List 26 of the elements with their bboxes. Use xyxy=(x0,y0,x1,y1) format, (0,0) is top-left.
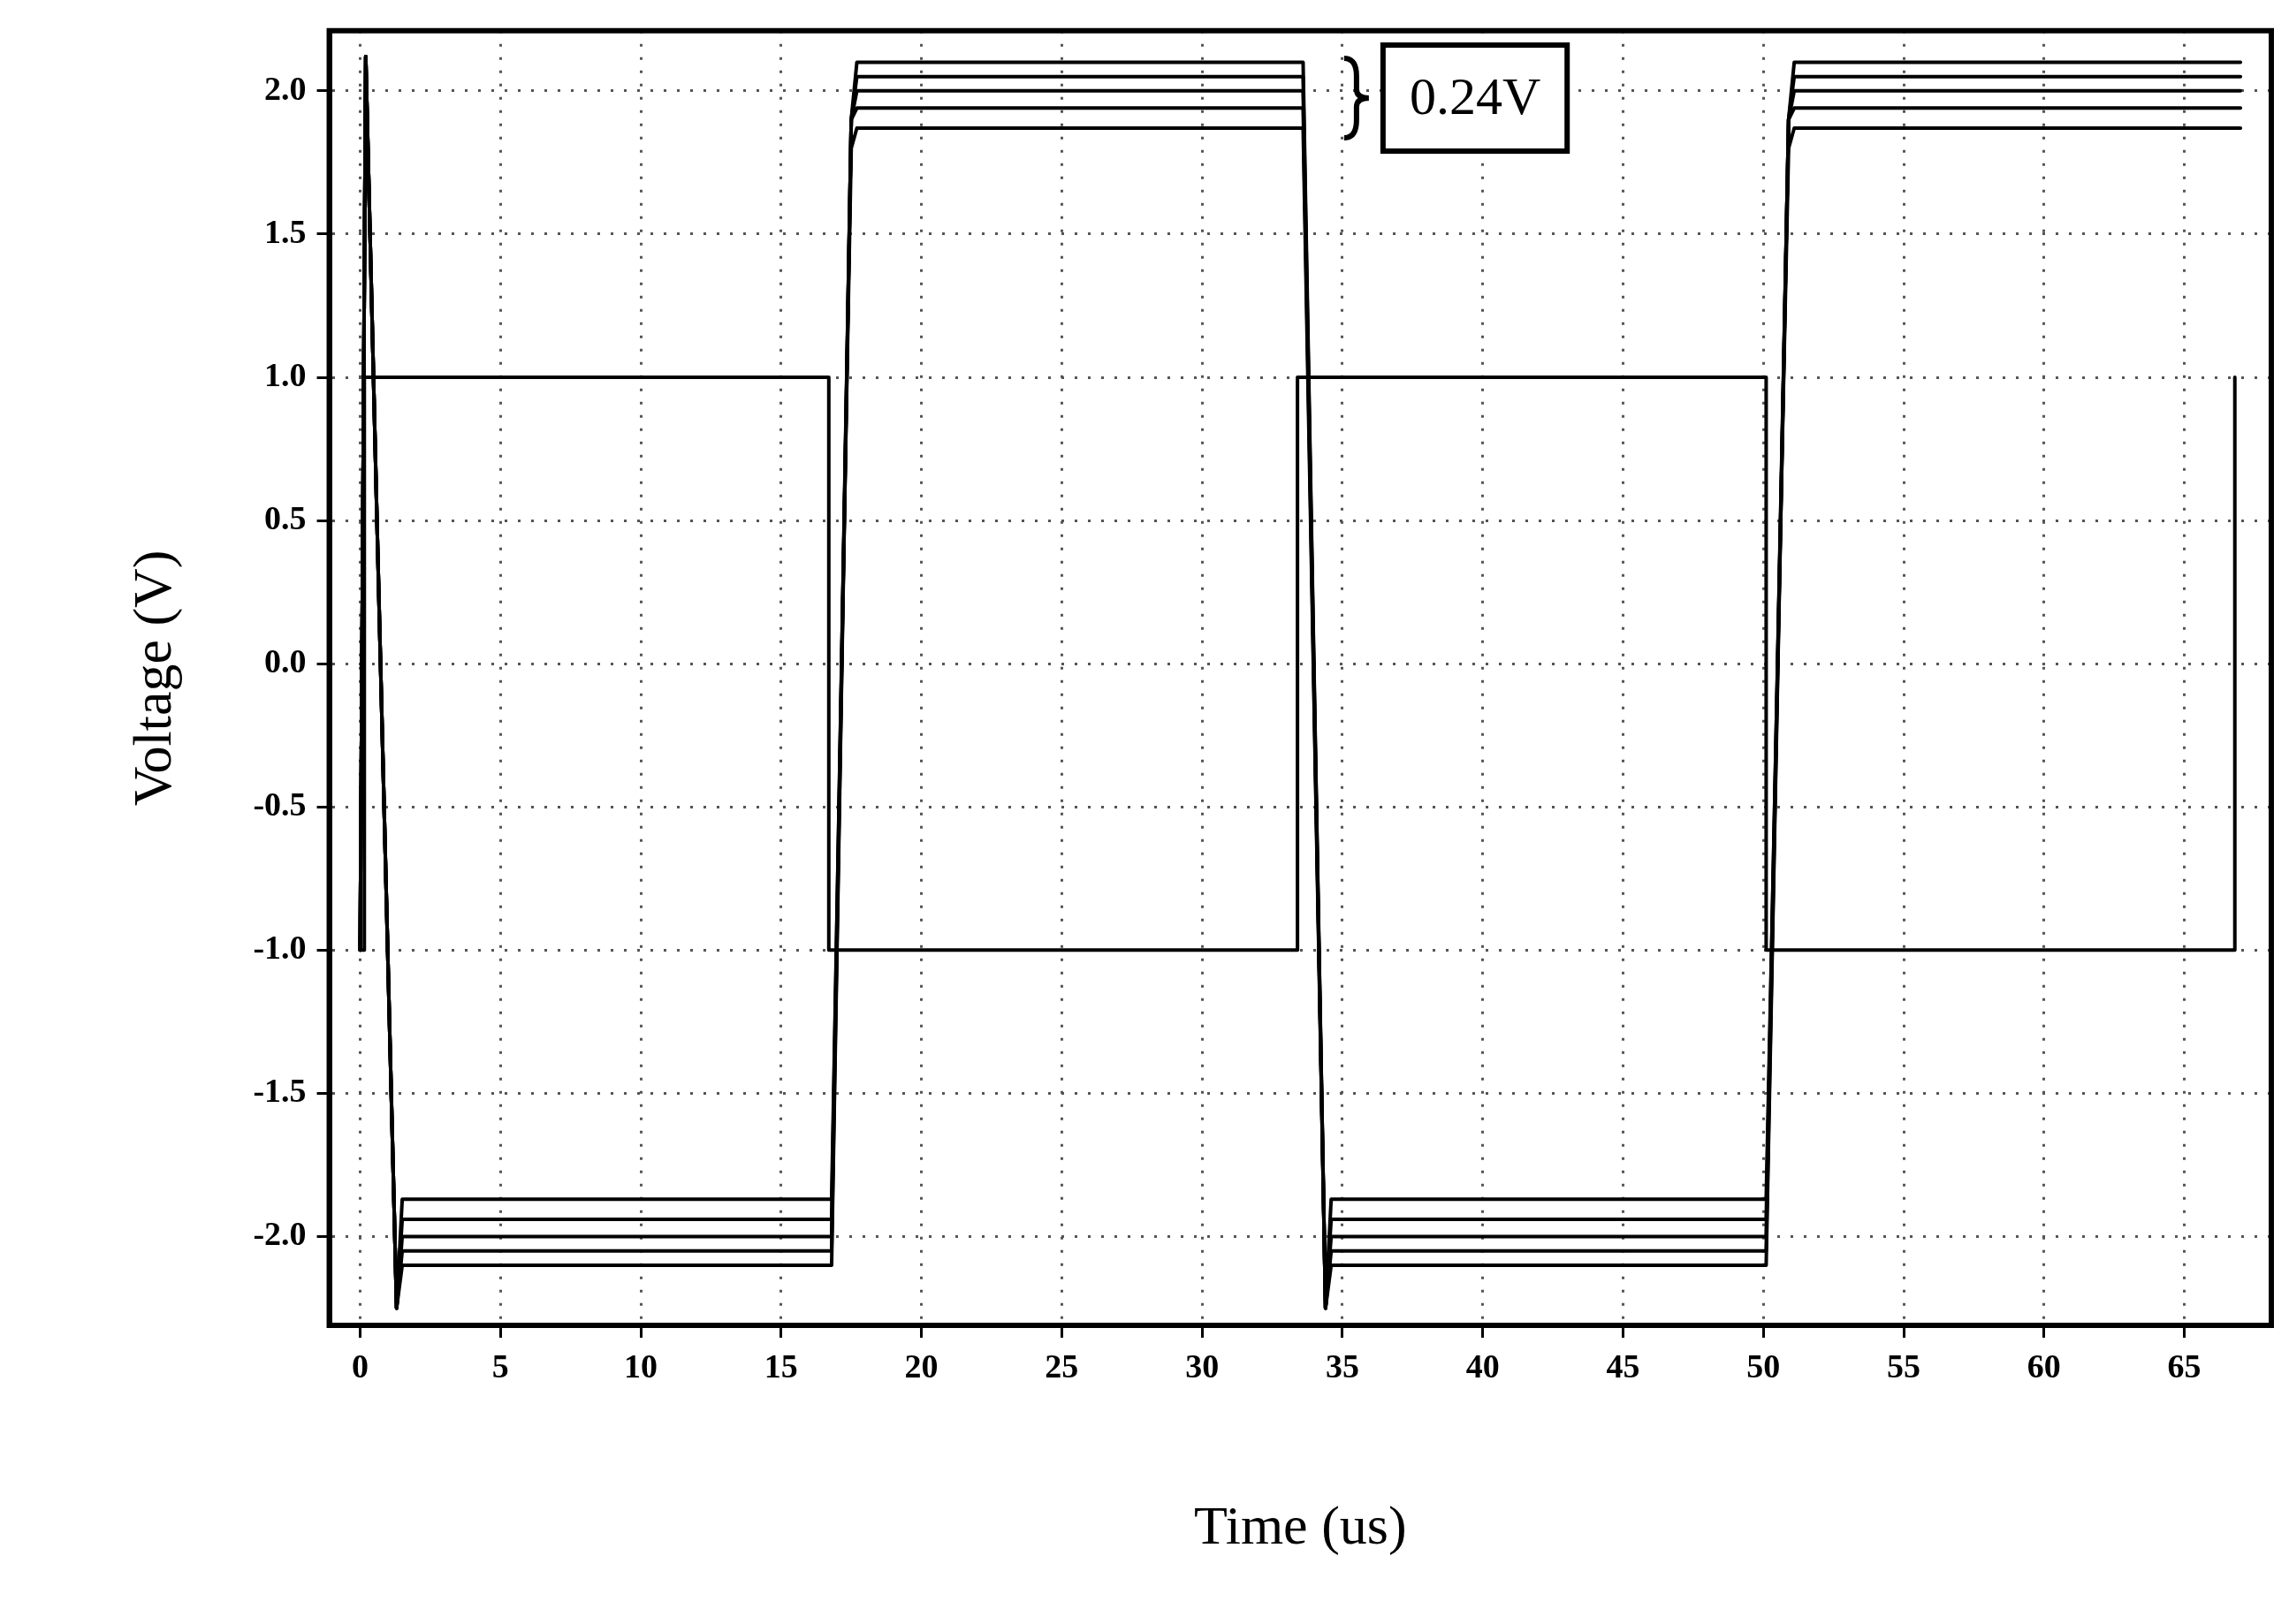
y-tick-label: -1.0 xyxy=(253,929,307,967)
y-tick-label: -1.5 xyxy=(253,1072,307,1110)
x-tick-label: 15 xyxy=(764,1347,798,1385)
x-tick-label: 45 xyxy=(1606,1347,1640,1385)
x-tick-label: 10 xyxy=(624,1347,658,1385)
x-tick-label: 40 xyxy=(1465,1347,1500,1385)
y-tick-label: -0.5 xyxy=(253,785,307,823)
annotation: 0.24V xyxy=(1409,66,1541,125)
x-tick-label: 50 xyxy=(1746,1347,1781,1385)
x-tick-label: 30 xyxy=(1185,1347,1220,1385)
y-tick-label: 0.0 xyxy=(264,642,307,679)
x-tick-label: 20 xyxy=(904,1347,939,1385)
y-tick-label: -2.0 xyxy=(253,1215,307,1253)
x-tick-label: 25 xyxy=(1045,1347,1079,1385)
x-tick-label: 60 xyxy=(2027,1347,2061,1385)
y-tick-label: 1.0 xyxy=(264,355,307,393)
x-tick-label: 0 xyxy=(351,1347,369,1385)
x-tick-label: 5 xyxy=(491,1347,509,1385)
y-axis-title: Voltage (V) xyxy=(122,550,184,807)
x-axis-title: Time (us) xyxy=(1193,1495,1407,1557)
y-tick-label: 2.0 xyxy=(264,69,307,107)
x-tick-label: 35 xyxy=(1325,1347,1359,1385)
x-tick-label: 65 xyxy=(2167,1347,2202,1385)
y-tick-label: 0.5 xyxy=(264,498,307,536)
y-tick-label: 1.5 xyxy=(264,212,307,250)
x-tick-label: 55 xyxy=(1887,1347,1921,1385)
